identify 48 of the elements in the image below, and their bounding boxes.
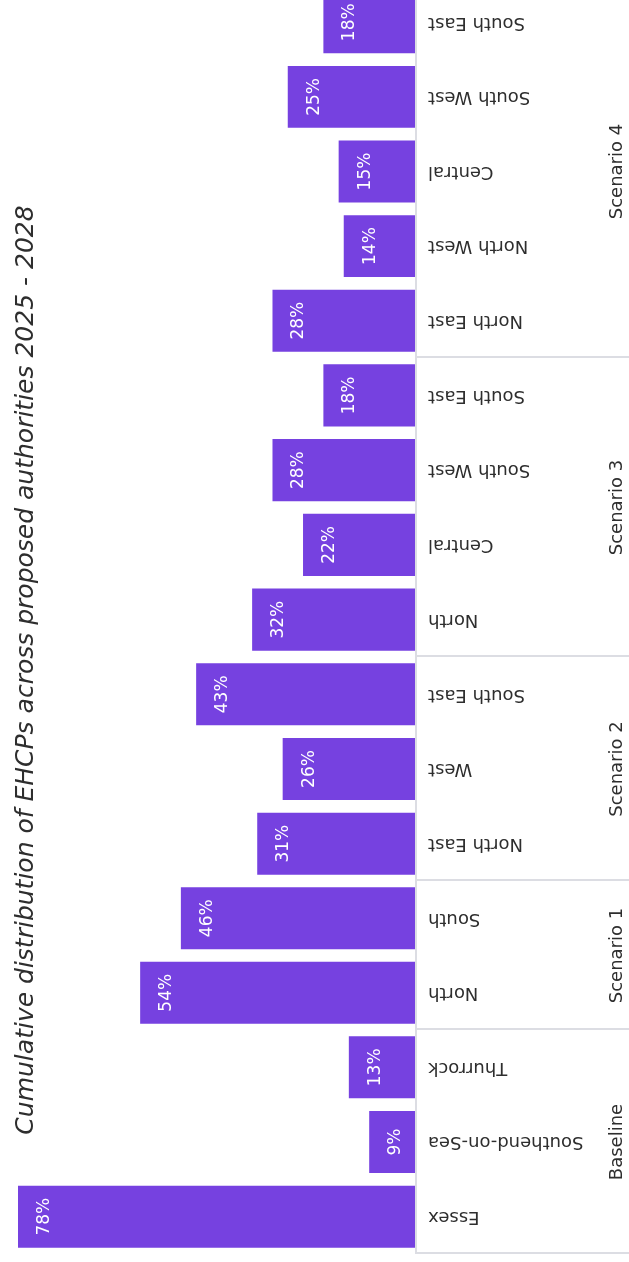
data-label: 31%	[272, 824, 293, 863]
y-tick-label: Southend-on-Sea	[428, 1133, 584, 1155]
data-label: 54%	[155, 973, 176, 1012]
data-label: 18%	[338, 376, 359, 415]
y-tick-label: Central	[428, 162, 494, 184]
y-tick-label: North East	[428, 834, 523, 856]
y-tick-label: South East	[428, 685, 525, 707]
bar	[303, 513, 415, 576]
y-tick-label: South East	[428, 386, 525, 408]
y-tick-label: South West	[428, 88, 531, 110]
y-tick-label: Central	[428, 536, 494, 558]
data-label: 78%	[33, 1197, 53, 1236]
data-label: 13%	[363, 1048, 384, 1087]
bar	[323, 364, 415, 427]
bar	[343, 215, 415, 278]
y-tick-label: North	[428, 984, 479, 1006]
data-label: 28%	[287, 301, 308, 340]
y-tick-label: Thurrock	[427, 1058, 509, 1080]
y-tick-label: West	[428, 760, 473, 782]
y-axis-title: Scenario 2	[604, 721, 626, 817]
data-label: 32%	[267, 600, 288, 639]
bar	[338, 140, 415, 203]
data-label: 9%	[384, 1128, 405, 1156]
data-label: 28%	[287, 451, 308, 490]
data-label: 43%	[211, 675, 232, 714]
y-tick-label: North East	[428, 312, 523, 334]
data-label: 25%	[302, 78, 323, 116]
y-axis-title: Scenario 4	[604, 123, 626, 220]
y-axis-title: Scenario 1	[604, 907, 626, 1004]
data-label: 22%	[318, 525, 339, 564]
data-label: 26%	[297, 750, 318, 788]
y-axis-title: Scenario 3	[604, 459, 626, 556]
data-label: 15%	[353, 152, 374, 191]
data-label: 46%	[195, 899, 216, 938]
bar	[272, 439, 415, 502]
bar	[287, 65, 415, 128]
y-tick-label: North West	[428, 237, 529, 259]
y-tick-label: South West	[428, 461, 531, 483]
data-label: 18%	[338, 3, 359, 42]
bar	[252, 588, 415, 651]
y-axis-title: Baseline	[604, 1103, 626, 1181]
y-tick-label: South	[428, 909, 481, 931]
y-tick-label: Essex	[427, 1207, 480, 1229]
y-tick-label: South East	[428, 13, 525, 35]
y-tick-label: North	[428, 610, 479, 632]
bar	[272, 289, 415, 352]
data-label: 14%	[358, 227, 379, 265]
text: Cumulative distribution of EHCPs across proposed authorities 2025 - 2028	[9, 205, 39, 1135]
